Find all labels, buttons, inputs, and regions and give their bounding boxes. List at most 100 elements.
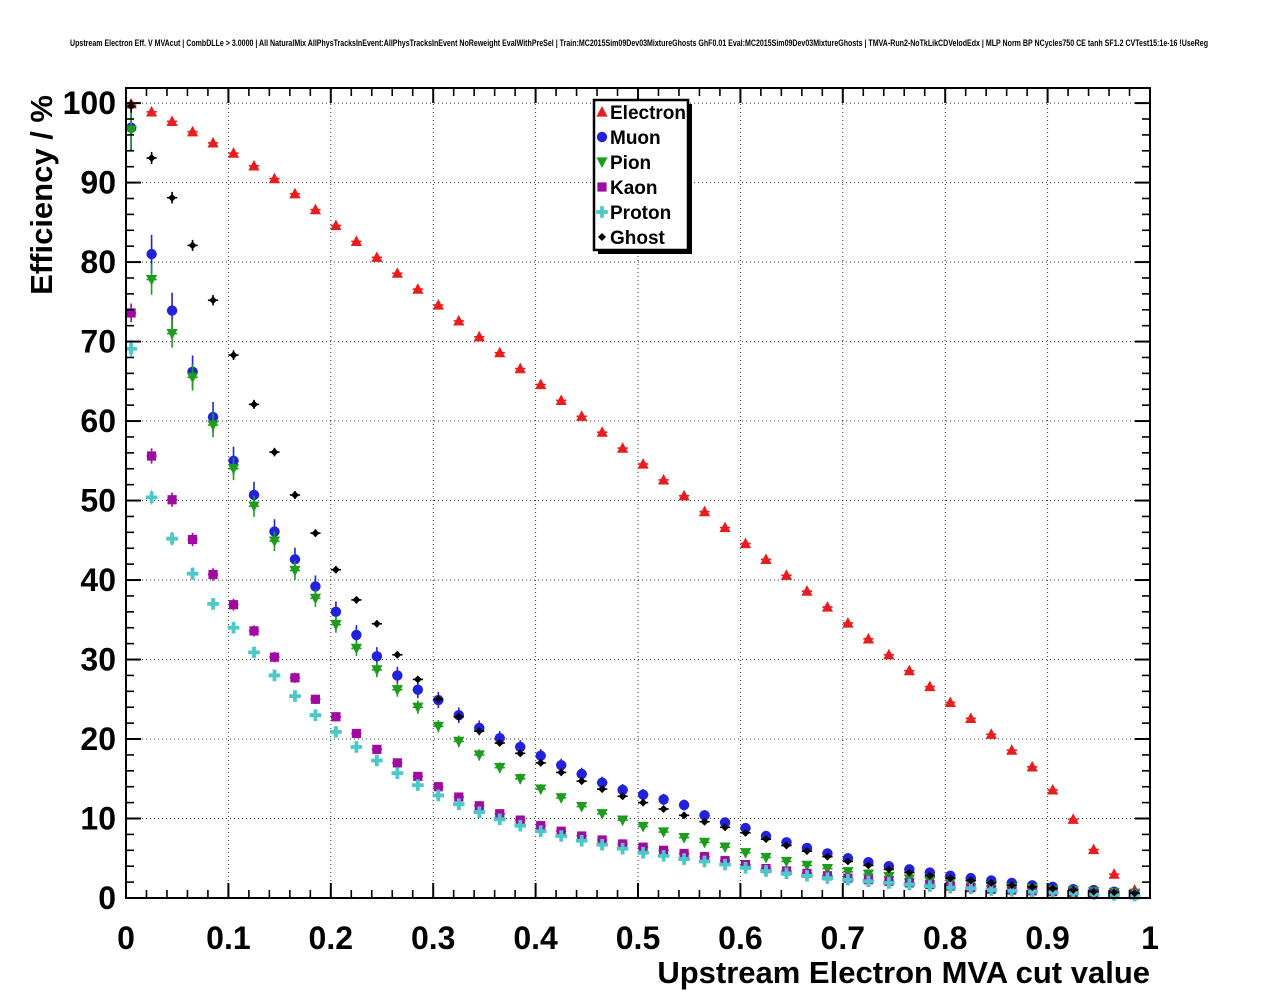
data-point-marker — [309, 593, 322, 605]
data-point-marker — [843, 857, 852, 866]
legend-label: Proton — [610, 203, 671, 224]
circle-icon — [596, 131, 608, 143]
data-point-marker — [1047, 783, 1059, 795]
data-point-marker — [842, 616, 854, 628]
data-point-marker — [432, 789, 445, 802]
data-point-marker — [739, 537, 752, 549]
data-point-marker — [965, 882, 977, 895]
data-point-marker — [311, 529, 320, 538]
legend-entry-proton: Proton — [596, 203, 671, 224]
data-point-marker — [350, 235, 362, 247]
x-tick-label: 0.2 — [309, 920, 353, 956]
data-point-marker — [883, 877, 895, 889]
data-point-marker — [228, 600, 239, 610]
data-point-marker — [821, 601, 834, 612]
data-point-marker — [575, 834, 588, 847]
data-point-marker — [741, 828, 750, 837]
data-point-marker — [473, 330, 485, 342]
data-point-marker — [372, 744, 382, 754]
data-point-marker — [1069, 886, 1078, 895]
data-point-marker — [331, 712, 341, 722]
data-point-marker — [392, 670, 403, 681]
data-point-marker — [719, 521, 731, 533]
data-point-marker — [268, 536, 281, 548]
data-point-marker — [351, 728, 361, 739]
data-point-marker — [412, 702, 424, 714]
data-point-marker — [391, 767, 404, 780]
data-point-marker — [250, 400, 258, 409]
data-point-marker — [1007, 881, 1016, 890]
legend-box — [592, 98, 690, 252]
data-point-marker — [514, 362, 526, 374]
data-point-marker — [719, 817, 731, 828]
data-point-marker — [290, 673, 300, 683]
data-point-marker — [1005, 885, 1018, 897]
data-point-marker — [350, 741, 363, 753]
data-point-marker — [596, 809, 608, 820]
data-point-marker — [802, 847, 811, 856]
data-point-marker — [924, 880, 936, 892]
square-icon — [597, 182, 607, 192]
data-point-marker — [207, 420, 219, 432]
data-point-marker — [209, 296, 218, 305]
data-point-marker — [719, 858, 731, 871]
data-point-marker — [474, 801, 484, 811]
data-point-marker — [516, 749, 525, 758]
data-point-marker — [1026, 760, 1038, 772]
data-point-marker — [721, 823, 730, 832]
legend-entry-pion: Pion — [596, 153, 651, 174]
data-point-marker — [494, 763, 506, 774]
data-point-marker — [412, 283, 424, 294]
data-point-marker — [391, 267, 403, 278]
data-point-marker — [412, 684, 424, 695]
data-point-marker — [391, 685, 403, 696]
data-point-marker — [166, 305, 178, 316]
data-point-marker — [680, 811, 689, 820]
data-point-marker — [392, 758, 402, 768]
data-point-marker — [248, 159, 260, 171]
x-tick-label: 0 — [117, 920, 135, 956]
data-point-marker — [413, 675, 422, 684]
cross-icon — [596, 206, 608, 218]
data-point-marker — [515, 741, 526, 753]
data-point-marker — [127, 102, 136, 111]
data-point-marker — [780, 856, 793, 868]
data-point-marker — [678, 832, 690, 844]
data-point-marker — [740, 822, 751, 834]
plot-title: Upstream Electron Eff. V MVAcut | CombDL… — [70, 38, 1208, 49]
data-point-marker — [985, 728, 997, 739]
data-point-marker — [719, 842, 731, 854]
data-point-marker — [862, 875, 875, 888]
data-point-marker — [166, 115, 178, 126]
data-point-marker — [965, 712, 977, 723]
y-tick-label: 0 — [98, 880, 116, 916]
y-tick-label: 10 — [80, 801, 116, 837]
data-point-marker — [207, 598, 219, 610]
data-point-marker — [946, 874, 955, 883]
data-point-marker — [248, 501, 260, 513]
data-point-marker — [371, 665, 383, 676]
data-point-marker — [903, 878, 916, 891]
data-point-marker — [289, 554, 301, 565]
data-point-marker — [698, 837, 711, 849]
data-point-marker — [352, 595, 361, 604]
data-point-marker — [596, 426, 608, 437]
data-point-marker — [924, 680, 936, 692]
data-point-marker — [330, 219, 342, 231]
data-point-marker — [186, 567, 199, 580]
data-point-marker — [432, 721, 444, 733]
data-point-marker — [925, 871, 934, 880]
series-proton — [125, 339, 1141, 902]
series-electron — [125, 97, 1141, 895]
data-point-marker — [371, 251, 383, 262]
data-point-marker — [371, 754, 383, 767]
data-point-marker — [658, 794, 669, 805]
data-point-marker — [372, 619, 381, 628]
data-point-marker — [494, 346, 506, 358]
data-point-marker — [987, 878, 996, 887]
legend-entry-kaon: Kaon — [597, 178, 658, 199]
data-point-marker — [760, 553, 772, 564]
y-tick-label: 80 — [80, 244, 116, 280]
data-point-marker — [637, 846, 649, 859]
data-point-marker — [657, 850, 670, 862]
